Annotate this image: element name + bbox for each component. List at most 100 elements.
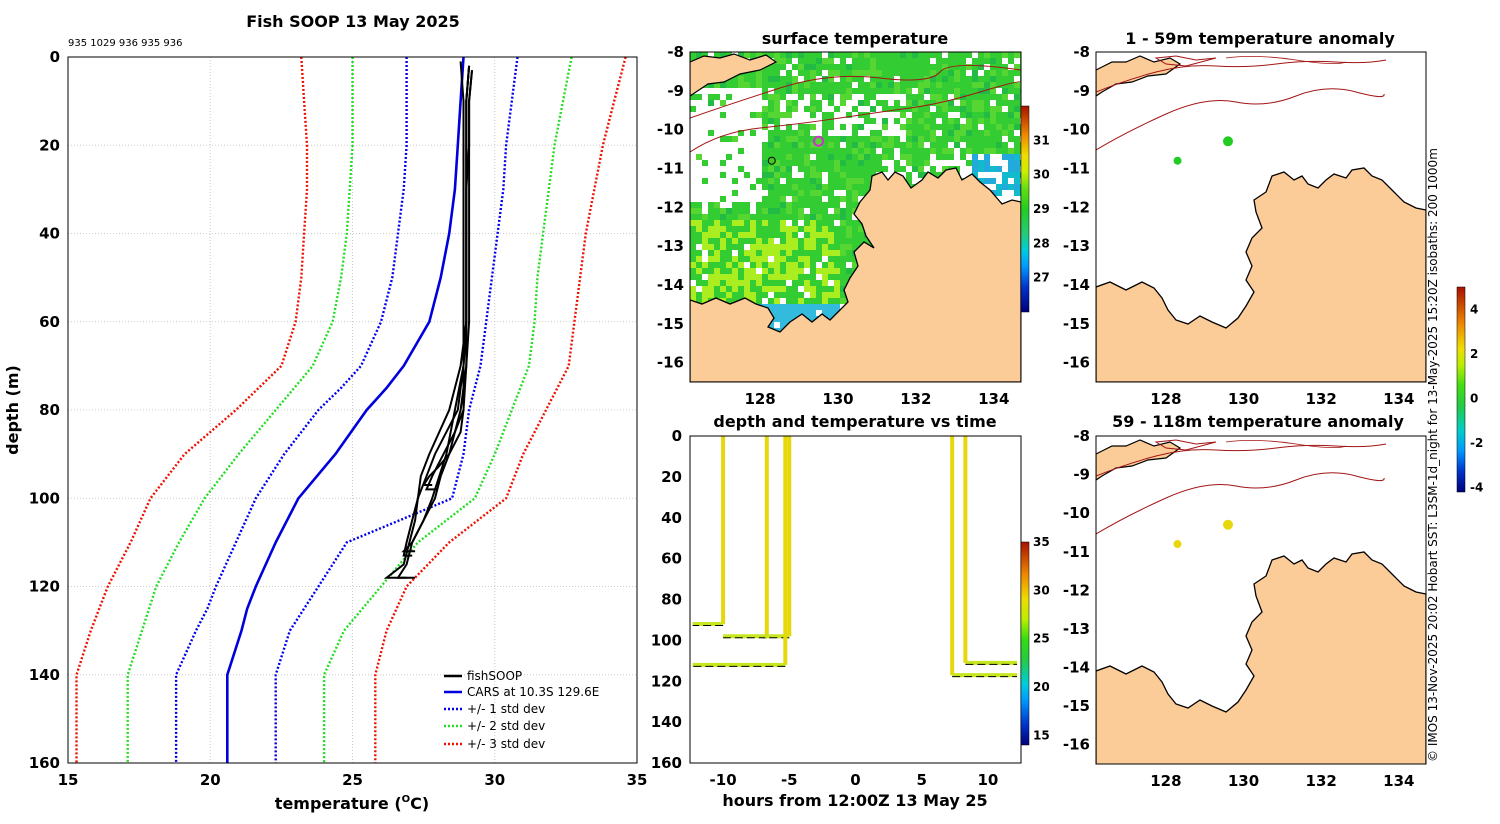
sst-pixel bbox=[792, 142, 798, 148]
sst-pixel bbox=[720, 244, 726, 250]
sst-pixel bbox=[1002, 184, 1008, 190]
sst-pixel bbox=[798, 70, 804, 76]
anomaly-2-xtick-label: 134 bbox=[1383, 772, 1414, 790]
anomaly-colorbar-label: 4 bbox=[1470, 302, 1478, 316]
sst-pixel bbox=[744, 292, 750, 298]
sst-pixel bbox=[750, 298, 756, 304]
sst-pixel bbox=[870, 82, 876, 88]
sst-pixel bbox=[714, 220, 720, 226]
sst-pixel bbox=[948, 124, 954, 130]
sst-pixel bbox=[798, 88, 804, 94]
sst-pixel bbox=[972, 124, 978, 130]
sst-pixel bbox=[750, 256, 756, 262]
sst-pixel bbox=[936, 172, 942, 178]
sst-pixel bbox=[924, 112, 930, 118]
sst-pixel bbox=[756, 250, 762, 256]
sst-pixel bbox=[744, 208, 750, 214]
sst-marker-float-b bbox=[767, 156, 776, 165]
sst-pixel bbox=[810, 148, 816, 154]
sst-pixel bbox=[714, 208, 720, 214]
sst-pixel bbox=[840, 208, 846, 214]
sst-pixel bbox=[804, 310, 810, 316]
sst-pixel bbox=[858, 172, 864, 178]
sst-pixel bbox=[948, 88, 954, 94]
sst-pixel bbox=[804, 196, 810, 202]
sst-pixel bbox=[852, 64, 858, 70]
sst-pixel bbox=[1014, 184, 1020, 190]
sst-pixel bbox=[780, 82, 786, 88]
sst-pixel bbox=[882, 88, 888, 94]
sst-pixel bbox=[858, 190, 864, 196]
sst-pixel bbox=[816, 82, 822, 88]
sst-pixel bbox=[816, 58, 822, 64]
sst-pixel bbox=[936, 148, 942, 154]
sst-pixel bbox=[960, 112, 966, 118]
sst-pixel bbox=[696, 280, 702, 286]
sst-pixel bbox=[756, 226, 762, 232]
sst-pixel bbox=[1002, 94, 1008, 100]
sst-pixel bbox=[822, 160, 828, 166]
sst-pixel bbox=[792, 286, 798, 292]
sst-pixel bbox=[732, 208, 738, 214]
sst-pixel bbox=[786, 172, 792, 178]
sst-pixel bbox=[786, 202, 792, 208]
anomaly-2-frame bbox=[1095, 435, 1427, 765]
sst-pixel bbox=[876, 64, 882, 70]
sst-pixel bbox=[864, 148, 870, 154]
sst-pixel bbox=[882, 124, 888, 130]
sst-pixel bbox=[798, 58, 804, 64]
sst-pixel bbox=[786, 250, 792, 256]
sst-pixel bbox=[798, 268, 804, 274]
sst-pixel bbox=[936, 106, 942, 112]
sst-pixel bbox=[972, 112, 978, 118]
sst-pixel bbox=[828, 178, 834, 184]
sst-pixel bbox=[810, 64, 816, 70]
sst-pixel bbox=[978, 100, 984, 106]
sst-pixel bbox=[786, 178, 792, 184]
sst-pixel bbox=[972, 82, 978, 88]
sst-pixel bbox=[978, 142, 984, 148]
sst-pixel bbox=[762, 286, 768, 292]
sst-pixel bbox=[714, 238, 720, 244]
sst-pixel bbox=[924, 106, 930, 112]
sst-pixel bbox=[918, 88, 924, 94]
sst-pixel bbox=[852, 76, 858, 82]
sst-pixel bbox=[792, 226, 798, 232]
sst-pixel bbox=[984, 76, 990, 82]
sst-pixel bbox=[906, 52, 912, 58]
sst-pixel bbox=[792, 244, 798, 250]
sst-pixel bbox=[960, 58, 966, 64]
anomaly-colorbar bbox=[1456, 286, 1466, 493]
sst-pixel bbox=[942, 82, 948, 88]
sst-pixel bbox=[960, 148, 966, 154]
sst-pixel bbox=[822, 148, 828, 154]
sst-pixel bbox=[912, 112, 918, 118]
sst-pixel bbox=[978, 166, 984, 172]
profile-ytick-label: 40 bbox=[39, 225, 60, 243]
sst-pixel bbox=[780, 160, 786, 166]
sst-pixel bbox=[990, 88, 996, 94]
sst-pixel bbox=[762, 262, 768, 268]
sst-pixel bbox=[810, 232, 816, 238]
sst-pixel bbox=[990, 118, 996, 124]
sst-pixel bbox=[756, 214, 762, 220]
sst-pixel bbox=[966, 52, 972, 58]
sst-pixel bbox=[1014, 88, 1020, 94]
sst-pixel bbox=[870, 166, 876, 172]
sst-ytick-label: -9 bbox=[667, 82, 684, 100]
sst-pixel bbox=[864, 238, 870, 244]
sst-map-panel: surface temperature 128 130 132 134 -8 -9 -10 -… bbox=[657, 29, 1050, 408]
sst-pixel bbox=[984, 148, 990, 154]
sst-pixel bbox=[750, 112, 756, 118]
time-colorbar bbox=[1020, 541, 1030, 746]
sst-pixel bbox=[756, 238, 762, 244]
sst-pixel bbox=[882, 118, 888, 124]
sst-pixel bbox=[750, 274, 756, 280]
sst-pixel bbox=[972, 94, 978, 100]
sst-pixel bbox=[906, 124, 912, 130]
sst-pixel bbox=[828, 190, 834, 196]
sst-pixel bbox=[780, 316, 786, 322]
sst-pixel bbox=[876, 88, 882, 94]
time-colorbar-ticks: 15 20 25 30 35 bbox=[1033, 535, 1050, 742]
anomaly-2-xtick-label: 132 bbox=[1306, 772, 1337, 790]
